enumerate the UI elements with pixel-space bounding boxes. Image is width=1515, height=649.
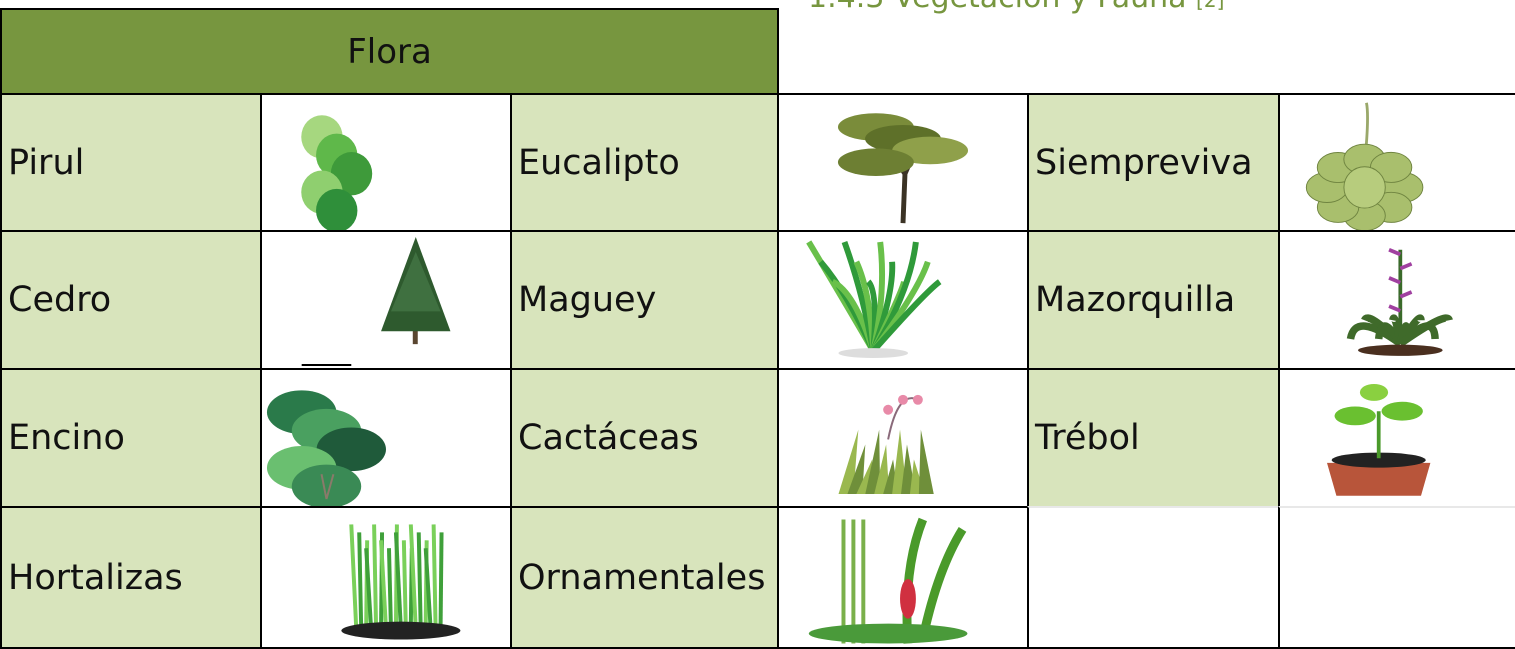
plant-image — [777, 230, 1029, 370]
plant-name: Trébol — [1027, 368, 1280, 508]
plant-illustration — [806, 240, 942, 359]
plant-name: Encino — [0, 368, 262, 508]
plant-name: Siempreviva — [1027, 93, 1280, 232]
plant-illustration — [1327, 383, 1431, 496]
plant-illustration — [1346, 247, 1453, 356]
plant-image — [260, 93, 512, 232]
plant-image — [260, 230, 512, 370]
plant-name: Cactáceas — [510, 368, 779, 508]
plant-image — [777, 93, 1029, 232]
plant-image — [777, 368, 1029, 508]
plant-illustration — [341, 524, 461, 640]
plant-name: Cedro — [0, 230, 262, 370]
plant-name: Eucalipto — [510, 93, 779, 232]
plant-illustration — [266, 390, 386, 506]
empty-cell — [1027, 506, 1280, 649]
plant-illustration — [837, 113, 969, 224]
plant-image — [1278, 230, 1515, 370]
plant-image — [260, 506, 512, 649]
heading: 1.4.3 Vegetación y Fauna [2] — [808, 0, 1224, 15]
empty-cell — [1278, 506, 1515, 649]
plant-name: Maguey — [510, 230, 779, 370]
plant-image — [1278, 368, 1515, 508]
plant-illustration — [301, 237, 451, 366]
plant-illustration — [301, 115, 373, 230]
plant-name: Ornamentales — [510, 506, 779, 649]
plant-image — [1278, 93, 1515, 232]
plant-illustration — [1305, 102, 1424, 230]
plant-illustration — [808, 517, 968, 644]
citation: [2] — [1196, 0, 1225, 12]
table-header: Flora — [0, 8, 779, 95]
plant-illustration — [838, 394, 934, 495]
plant-name: Hortalizas — [0, 506, 262, 649]
heading-title: 1.4.3 Vegetación y Fauna — [808, 0, 1187, 15]
plant-name: Pirul — [0, 93, 262, 232]
plant-name: Mazorquilla — [1027, 230, 1280, 370]
plant-image — [777, 506, 1029, 649]
plant-image — [260, 368, 512, 508]
